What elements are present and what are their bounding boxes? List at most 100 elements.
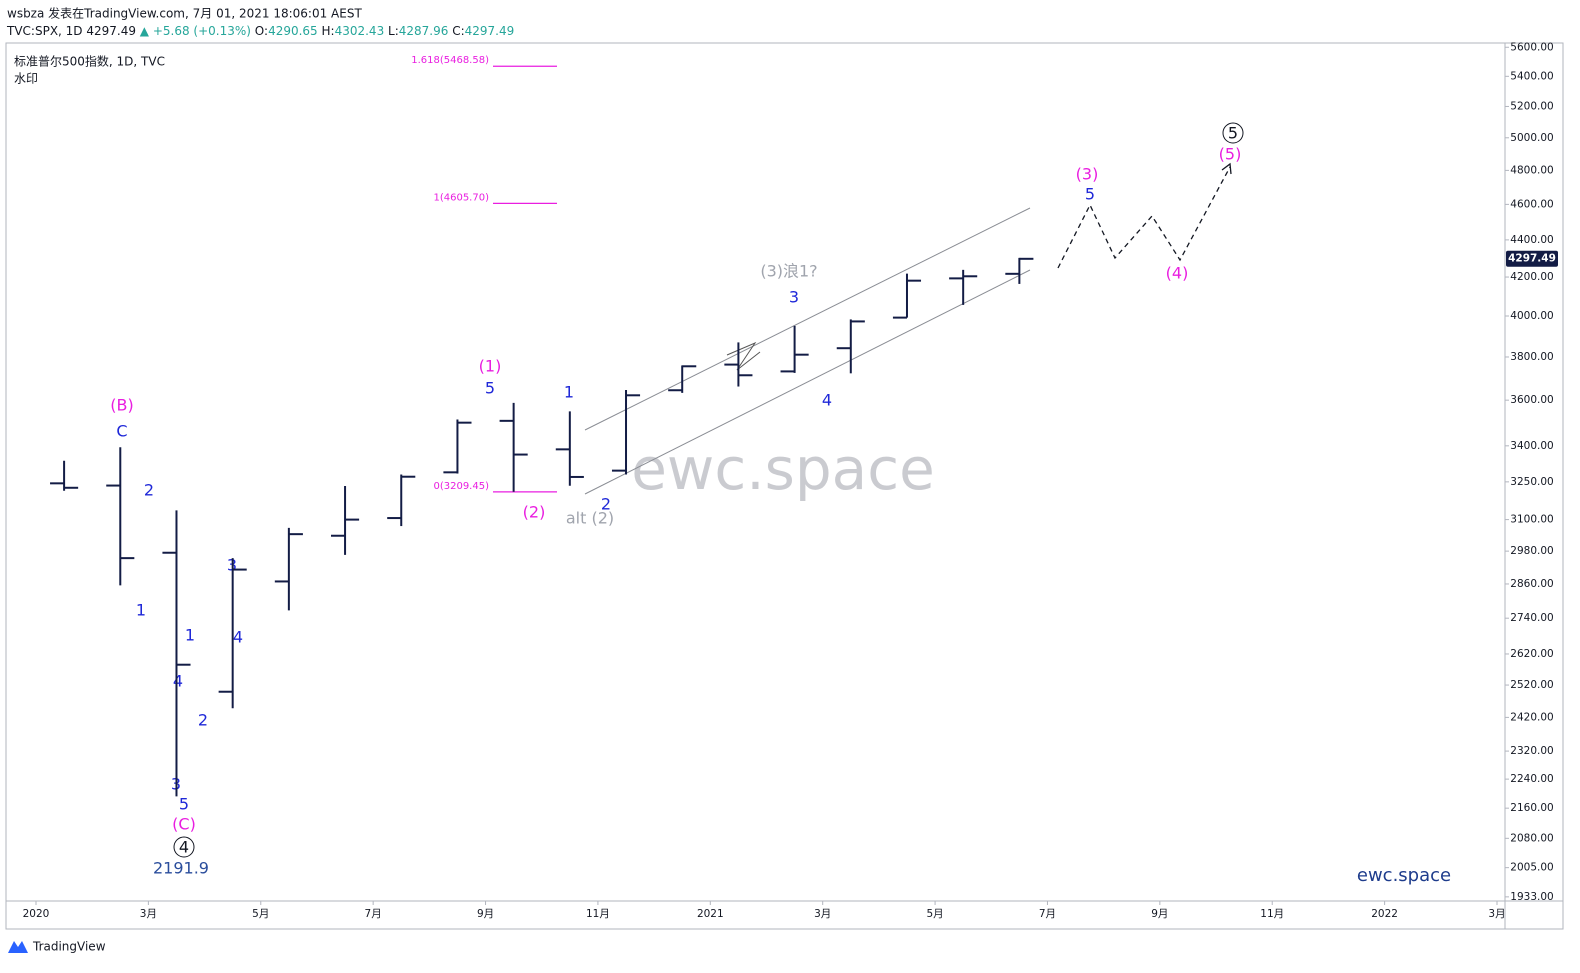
footer-text: TradingView <box>32 940 106 954</box>
header-part: TVC:SPX, 1D 4297.49 <box>6 24 140 38</box>
ohlc-bar <box>555 411 584 486</box>
y-tick-label: 2080.00 <box>1510 832 1553 844</box>
y-tick-label: 4400.00 <box>1510 234 1553 246</box>
x-tick-label: 3月 <box>140 908 157 920</box>
fib-label: 1.618(5468.58) <box>411 55 489 66</box>
y-tick-label: 4000.00 <box>1510 310 1553 322</box>
wave-label: 1 <box>564 383 574 402</box>
header-part: O: <box>255 24 268 38</box>
header-part: 4287.96 <box>399 24 452 38</box>
x-tick-label: 11月 <box>586 908 610 920</box>
ohlc-bar <box>892 273 922 319</box>
x-tick-label: 9月 <box>477 908 494 920</box>
wave-label: 2 <box>601 495 611 514</box>
ohlc-bar <box>331 486 360 555</box>
y-tick-label: 2860.00 <box>1510 578 1553 590</box>
ohlc-bar <box>836 319 865 374</box>
wave-label: (C) <box>172 815 196 834</box>
header-part: H: <box>322 24 335 38</box>
ohlc-bar <box>780 325 809 373</box>
channel-upper <box>584 207 1031 431</box>
chart-frame <box>5 42 1564 930</box>
header-part: L: <box>388 24 399 38</box>
y-tick-label: 5000.00 <box>1510 132 1553 144</box>
last-price-label: 4297.49 <box>1508 253 1556 265</box>
y-tick-label: 5600.00 <box>1510 41 1553 53</box>
wave-label: 4 <box>822 391 832 410</box>
header-line1: wsbza 发表在TradingView.com, 7月 01, 2021 18… <box>7 6 362 21</box>
ohlc-bar <box>162 510 191 797</box>
last-price-badge <box>1506 250 1558 267</box>
ohlc-bar <box>443 419 472 474</box>
brand: ewc.space <box>1357 865 1451 886</box>
y-tick-label: 3800.00 <box>1510 351 1553 363</box>
wave-label: 4 <box>173 672 183 691</box>
x-tick-label: 9月 <box>1151 908 1168 920</box>
projection-arrow <box>1221 162 1232 175</box>
ohlc-bar <box>218 558 247 709</box>
projection <box>1057 166 1231 269</box>
header-part: 4302.43 <box>335 24 388 38</box>
low-label: 2191.9 <box>153 859 209 878</box>
y-tick-label: 2240.00 <box>1510 773 1553 785</box>
wave-label: 5 <box>1085 185 1095 204</box>
x-tick-label: 5月 <box>252 908 269 920</box>
wave-label: 3 <box>789 288 799 307</box>
channel-lower <box>584 269 1031 495</box>
logo <box>8 941 28 953</box>
wave-label: (4) <box>1166 264 1189 283</box>
header-part: C: <box>452 24 464 38</box>
y-tick-label: 2740.00 <box>1510 612 1553 624</box>
ohlc-bar <box>949 269 978 305</box>
circle-marker <box>173 836 195 858</box>
y-tick-label: 4200.00 <box>1510 271 1553 283</box>
y-tick-label: 2420.00 <box>1510 711 1553 723</box>
y-tick-label: 3400.00 <box>1510 440 1553 452</box>
y-tick-label: 3600.00 <box>1510 394 1553 406</box>
wave-label: (1) <box>479 357 502 376</box>
y-tick-label: 2320.00 <box>1510 745 1553 757</box>
legend-sub: 水印 <box>14 72 38 86</box>
y-tick-label: 1933.00 <box>1510 891 1553 903</box>
wave-label: 2 <box>198 711 208 730</box>
annotations: (B) C 2 1 3 4 1 4 2 3 5 (C) 4 2191.9 (1)… <box>110 124 1241 878</box>
ohlc-bar <box>668 365 697 393</box>
x-tick-label: 3月 <box>814 908 831 920</box>
x-tick-label: 2021 <box>697 908 724 920</box>
y-tick-label: 2005.00 <box>1510 862 1553 874</box>
y-tick-label: 2520.00 <box>1510 679 1553 691</box>
fib-label: 0(3209.45) <box>433 481 489 492</box>
y-tick-label: 5400.00 <box>1510 70 1553 82</box>
circle-marker <box>1222 122 1244 144</box>
ohlc-bar <box>274 527 303 611</box>
x-tick-label: 7月 <box>1039 908 1056 920</box>
wave-label: C <box>116 422 127 441</box>
x-tick-label: 2020 <box>23 908 50 920</box>
y-tick-label: 5200.00 <box>1510 100 1553 112</box>
footer: TradingView <box>8 940 106 954</box>
wave-label: (3) <box>1076 165 1099 184</box>
y-tick-label: 4800.00 <box>1510 164 1553 176</box>
y-tick-label: 4600.00 <box>1510 198 1553 210</box>
ohlc-bar <box>611 390 641 475</box>
ohlc-bar <box>106 447 135 586</box>
x-tick-label: 2022 <box>1371 908 1398 920</box>
wave-label: 1 <box>136 601 146 620</box>
x-tick-label: 3月 <box>1488 908 1505 920</box>
y-tick-label: 2160.00 <box>1510 802 1553 814</box>
triangle-sketch <box>726 341 761 371</box>
y-tick-label: 2620.00 <box>1510 648 1553 660</box>
header-part: 4290.65 <box>268 24 321 38</box>
wave-label: 4 <box>179 838 189 857</box>
header-part: 4297.49 <box>465 24 515 38</box>
x-tick-label: 11月 <box>1260 908 1284 920</box>
ohlc-bar <box>724 342 753 387</box>
wave-label: 5 <box>179 795 189 814</box>
y-tick-label: 2980.00 <box>1510 545 1553 557</box>
wave-label: (B) <box>110 396 133 415</box>
ohlc-bar <box>1005 257 1034 284</box>
watermark: ewc.space <box>631 435 935 503</box>
y-tick-label: 3250.00 <box>1510 476 1553 488</box>
wave-label: (2) <box>523 503 546 522</box>
